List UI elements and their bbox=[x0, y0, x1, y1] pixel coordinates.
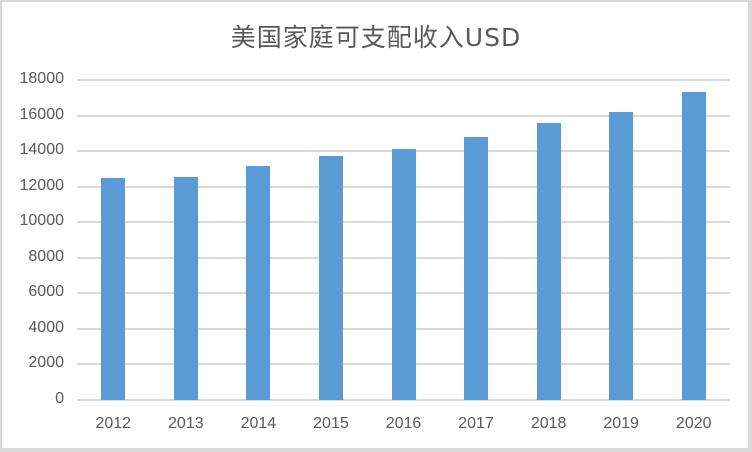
x-tick-label: 2016 bbox=[385, 415, 422, 432]
y-tick-label: 16000 bbox=[19, 105, 65, 123]
gridline bbox=[77, 79, 730, 81]
bar-2018[interactable] bbox=[536, 123, 561, 400]
chart-title: 美国家庭可支配收入USD bbox=[230, 23, 522, 52]
bar-2015[interactable] bbox=[318, 156, 343, 400]
y-tick-label: 0 bbox=[55, 390, 64, 407]
y-tick-label: 6000 bbox=[28, 283, 64, 301]
gridline bbox=[77, 114, 730, 117]
bar-2016[interactable] bbox=[391, 148, 416, 400]
x-tick-label: 2018 bbox=[530, 415, 567, 432]
bar-2020[interactable] bbox=[681, 92, 706, 400]
y-tick-label: 12000 bbox=[19, 176, 65, 194]
y-tick-label: 4000 bbox=[28, 318, 64, 336]
x-tick-label: 2017 bbox=[458, 415, 494, 432]
y-tick-label: 14000 bbox=[19, 141, 65, 159]
gridline bbox=[77, 399, 730, 401]
y-tick-label: 2000 bbox=[28, 354, 64, 372]
x-tick-label: 2015 bbox=[313, 415, 349, 432]
y-tick-label: 18000 bbox=[19, 70, 65, 87]
x-tick-label: 2013 bbox=[168, 415, 204, 432]
x-tick-label: 2014 bbox=[240, 415, 277, 432]
y-tick-label: 8000 bbox=[28, 247, 64, 265]
bar-2012[interactable] bbox=[101, 177, 126, 400]
bar-2014[interactable] bbox=[246, 166, 271, 400]
x-tick-label: 2012 bbox=[95, 415, 132, 432]
y-tick-label: 10000 bbox=[19, 212, 65, 230]
bar-2019[interactable] bbox=[609, 112, 634, 400]
x-tick-label: 2020 bbox=[675, 415, 712, 432]
x-tick-label: 2019 bbox=[603, 415, 639, 432]
bar-2017[interactable] bbox=[464, 137, 489, 400]
bar-2013[interactable] bbox=[173, 177, 198, 400]
